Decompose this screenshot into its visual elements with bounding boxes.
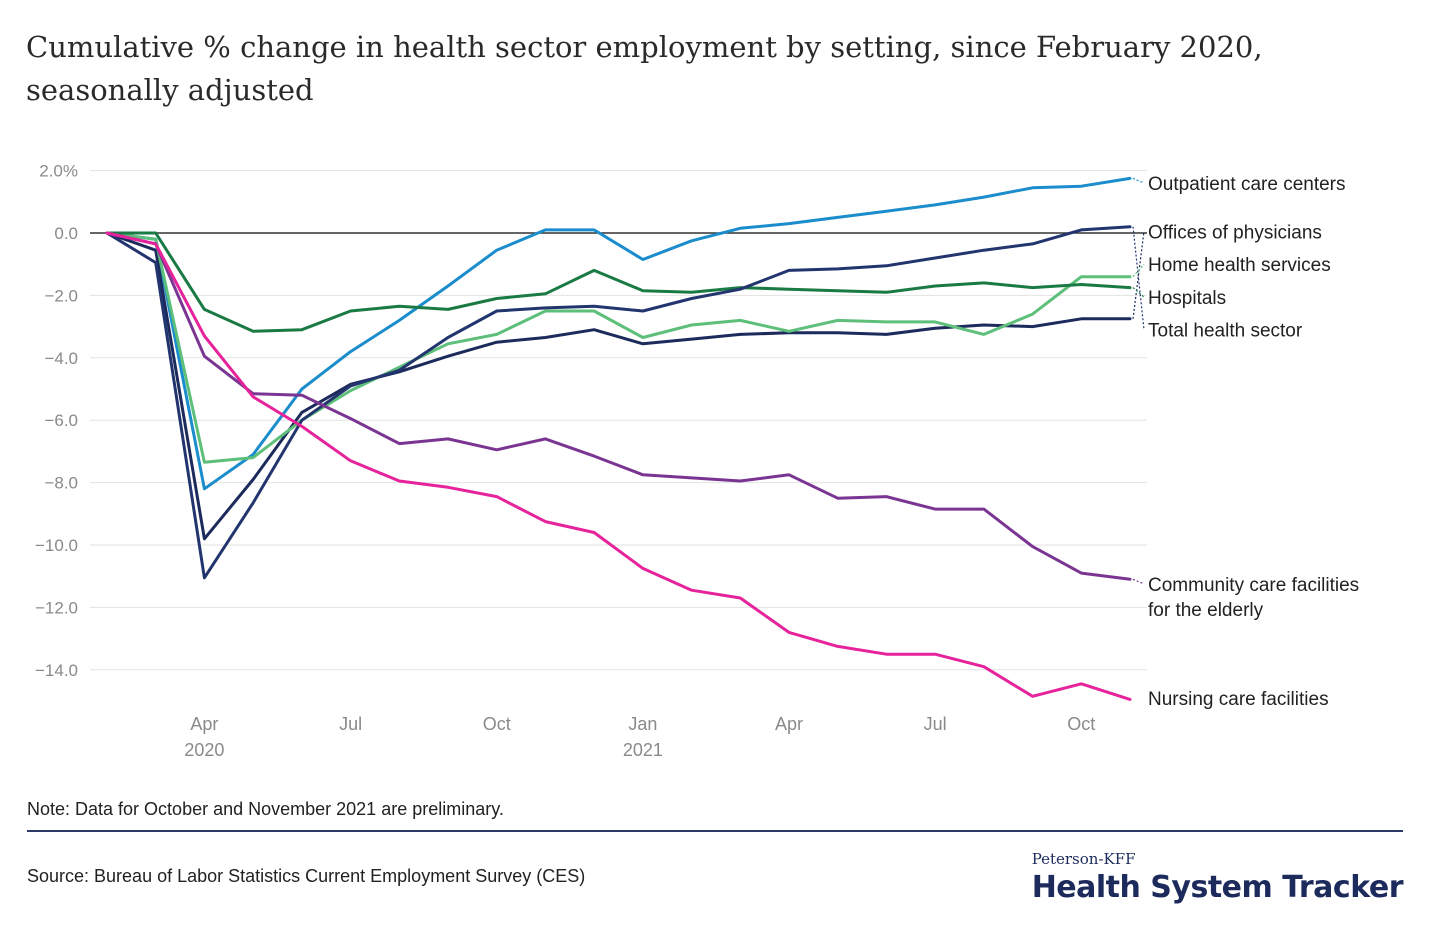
series-line-hospitals (105, 231, 1132, 333)
x-tick-label: Oct (1067, 714, 1095, 734)
y-tick-label: −10.0 (35, 536, 78, 555)
series-end-label: Home health services (1148, 255, 1331, 276)
series-lines (105, 176, 1132, 701)
y-tick-label: −4.0 (44, 349, 78, 368)
x-tick-label: Jan (628, 714, 657, 734)
x-tick-label: Jul (924, 714, 947, 734)
label-leader (1132, 226, 1145, 330)
series-end-label: Total health sector (1148, 321, 1303, 342)
footer-divider (27, 830, 1403, 832)
brand-small-text: Peterson-KFF (1031, 850, 1136, 868)
y-tick-label: 2.0% (39, 162, 78, 181)
series-line-nursing-care-facilities (105, 231, 1132, 701)
series-end-label: Outpatient care centers (1148, 174, 1346, 195)
y-axis-tick-labels: 2.0% 0.0 −2.0 −4.0 −6.0 −8.0 −10.0 −12.0 −14.0 (35, 162, 78, 680)
line-chart: 2.0% 0.0 −2.0 −4.0 −6.0 −8.0 −10.0 −12.0 −14.0 A… (35, 162, 1359, 760)
y-tick-label: −8.0 (44, 474, 78, 493)
series-line-home-health-services (105, 231, 1132, 464)
x-tick-year-label: 2021 (623, 740, 663, 760)
x-tick-label: Apr (775, 714, 803, 734)
series-line-total-health-sector (105, 225, 1132, 580)
chart-source: Source: Bureau of Labor Statistics Curre… (27, 866, 586, 886)
x-tick-label: Apr (190, 714, 218, 734)
x-axis-tick-labels: Apr 2020 Jul Oct Jan 2021 Apr Jul Oct (184, 714, 1095, 760)
label-leader (1132, 177, 1145, 184)
brand-big-text: Health System Tracker (1031, 870, 1404, 905)
label-leader (1132, 287, 1145, 298)
x-tick-label: Jul (339, 714, 362, 734)
x-tick-label: Oct (483, 714, 511, 734)
y-tick-label: −2.0 (44, 286, 78, 305)
series-end-label: Community care facilities (1148, 575, 1359, 596)
label-leader (1132, 578, 1145, 585)
series-end-label: for the elderly (1148, 600, 1264, 621)
series-line-offices-of-physicians (105, 231, 1132, 541)
chart-title: Cumulative % change in health sector emp… (26, 30, 1263, 107)
y-tick-label: −14.0 (35, 661, 78, 680)
y-tick-label: 0.0 (54, 224, 78, 243)
series-end-labels: Outpatient care centers Offices of physic… (1132, 174, 1359, 710)
series-line-community-care-facilities-for-the-elderly (105, 231, 1132, 581)
y-tick-label: −6.0 (44, 411, 78, 430)
series-end-label: Hospitals (1148, 288, 1226, 309)
label-leader (1132, 263, 1145, 278)
series-end-label: Offices of physicians (1148, 222, 1322, 243)
series-line-outpatient-care-centers (105, 176, 1132, 491)
series-end-label: Nursing care facilities (1148, 689, 1329, 710)
x-tick-year-label: 2020 (184, 740, 224, 760)
brand-logo[interactable]: Peterson-KFF Health System Tracker (1031, 850, 1404, 905)
y-tick-label: −12.0 (35, 598, 78, 617)
chart-note: Note: Data for October and November 2021… (27, 799, 504, 819)
